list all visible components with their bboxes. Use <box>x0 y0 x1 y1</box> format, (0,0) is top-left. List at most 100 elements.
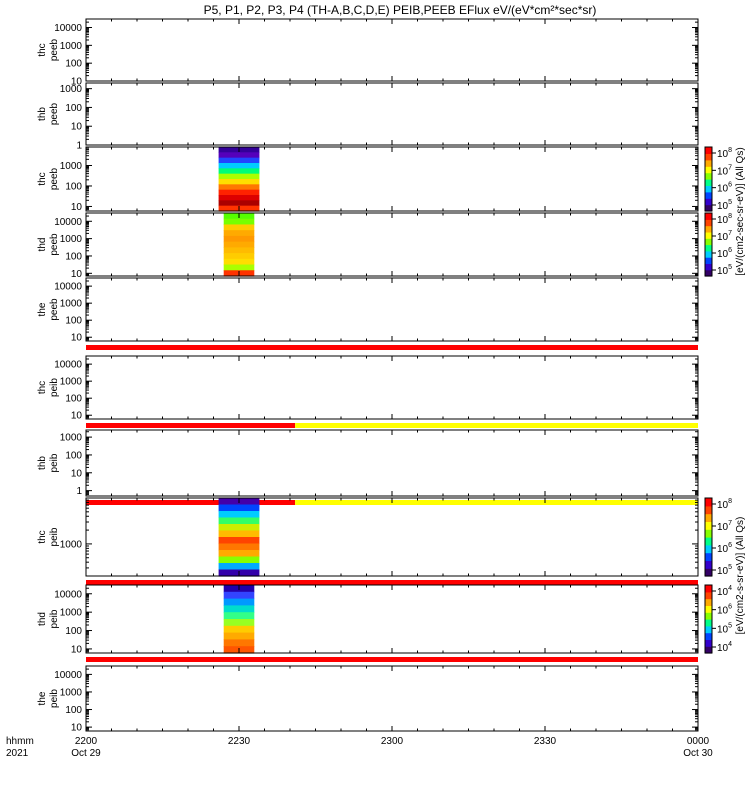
colorbar-cell <box>705 147 712 154</box>
colorbar-cell <box>705 552 712 561</box>
colorbar-tick-label: 106 <box>717 604 732 617</box>
panel-instrument-label: peib <box>49 689 60 708</box>
colorbar-tick-label: 105 <box>717 564 732 577</box>
y-tick-label: 10 <box>71 411 83 422</box>
colorbar-frame <box>704 497 713 577</box>
y-tick-label: 10 <box>71 122 83 133</box>
colorbar-cell <box>705 244 712 252</box>
colorbar-cell <box>705 238 712 246</box>
colorbar-tick-label: 108 <box>717 213 732 226</box>
panel-instrument-label: peeb <box>49 298 60 321</box>
colorbar-tick-label: 107 <box>717 230 732 243</box>
colorbar-cell <box>705 191 712 199</box>
flag-bar <box>86 500 296 505</box>
panel-thc-peeb: 10 100 1000 10000 thc peeb <box>37 18 699 88</box>
panel-instrument-label: peib <box>49 609 60 628</box>
colorbar-cell <box>705 219 712 227</box>
colorbar-cell <box>705 585 712 593</box>
y-tick-label: 1000 <box>60 433 83 444</box>
y-tick-label: 100 <box>65 450 82 461</box>
colorbar-cell <box>705 231 712 239</box>
y-tick-label: 1000 <box>60 84 83 95</box>
chart-title: P5, P1, P2, P3, P4 (TH-A,B,C,D,E) PEIB,P… <box>204 3 597 17</box>
spectrogram-cell <box>223 632 255 640</box>
panel-thd-peeb: 10 100 1000 10000 thd peeb <box>37 212 699 280</box>
y-tick-label: 100 <box>65 626 82 637</box>
flag-bar <box>295 500 698 505</box>
colorbar-cell <box>705 505 712 515</box>
panel-instrument-label: peeb <box>49 38 60 61</box>
y-tick-label: 1 <box>76 486 82 497</box>
spectrogram-cell <box>218 152 260 159</box>
y-tick-label: 10 <box>71 333 83 344</box>
y-tick-label: 10000 <box>54 282 82 293</box>
y-tick-label: 1000 <box>60 161 83 172</box>
spectrogram-cell <box>223 235 255 243</box>
panel-probe-label: thb <box>37 107 48 121</box>
spectrogram-cell <box>218 511 260 519</box>
colorbar-cell <box>705 598 712 606</box>
colorbar-cell <box>705 612 712 620</box>
flag-bar <box>86 580 698 585</box>
colorbar-cell <box>705 257 712 264</box>
spectrogram-cell <box>218 504 260 512</box>
panel-frame <box>85 277 699 342</box>
y-tick-label: 100 <box>65 394 82 405</box>
colorbar-frame <box>704 146 713 212</box>
colorbar-cell <box>705 250 712 258</box>
colorbar-label: [eV/(cm2-sec-sr-eV)] (All Qs) <box>735 147 746 275</box>
colorbar-cell <box>705 166 712 174</box>
y-tick-label: 100 <box>65 103 82 114</box>
panel-thc-peib: 1000 thc peib <box>37 497 699 585</box>
y-tick-label: 1000 <box>60 539 83 550</box>
colorbar-cell <box>705 179 712 186</box>
colorbar-cell <box>705 159 712 167</box>
panel-instrument-label: peeb <box>49 167 60 190</box>
spectrogram-cell <box>223 264 255 271</box>
y-tick-label: 100 <box>65 59 82 70</box>
colorbar-frame <box>704 212 713 277</box>
x-tick-label: 0000 <box>687 736 710 747</box>
panel-instrument-label: peeb <box>49 233 60 256</box>
x-tick-label: 2230 <box>228 736 251 747</box>
panel-instrument-label: peeb <box>49 102 60 125</box>
panel-frame <box>85 355 699 420</box>
panel-probe-label: thc <box>37 43 48 56</box>
panel-instrument-label: peib <box>49 378 60 397</box>
colorbar-cell <box>705 513 712 522</box>
flag-bar <box>295 423 698 428</box>
y-tick-label: 10 <box>71 468 83 479</box>
x-axis-label-year: 2021 <box>6 748 29 759</box>
spectrogram-cell <box>218 543 260 551</box>
colorbar-cell <box>705 537 712 546</box>
colorbar-tick-label: 105 <box>717 264 732 277</box>
panel-the-peib: 10 100 1000 10000 the peib <box>37 665 699 734</box>
spectrogram-cell <box>223 591 255 600</box>
y-tick-label: 10000 <box>54 23 82 34</box>
spectrogram-cell <box>223 605 255 613</box>
colorbar-cell <box>705 529 712 538</box>
y-tick-label: 1000 <box>60 687 83 698</box>
colorbar-cell <box>705 632 712 640</box>
panel-frame <box>85 18 699 82</box>
colorbar-cell <box>705 185 712 193</box>
colorbar-tick-label: 106 <box>717 247 732 260</box>
colorbar-cell <box>705 213 712 220</box>
panel-frame <box>85 212 699 277</box>
colorbar-cell <box>705 560 712 569</box>
colorbar-tick-label: 105 <box>717 199 732 212</box>
spectrogram-cell <box>218 200 260 207</box>
spectrogram-cell <box>218 157 260 164</box>
colorbar-cell <box>705 639 712 647</box>
x-tick-label: 2200 <box>75 736 98 747</box>
spectrogram-cell <box>223 619 255 627</box>
colorbar-cell <box>705 544 712 554</box>
x-tick-label: 2330 <box>534 736 557 747</box>
y-tick-label: 100 <box>65 705 82 716</box>
spectrogram-cell <box>218 530 260 538</box>
colorbar-label: [eV/(cm2-s-sr-eV)] (All Qs) <box>735 517 746 635</box>
colorbar-cell <box>705 204 712 212</box>
flag-bar <box>86 423 296 428</box>
